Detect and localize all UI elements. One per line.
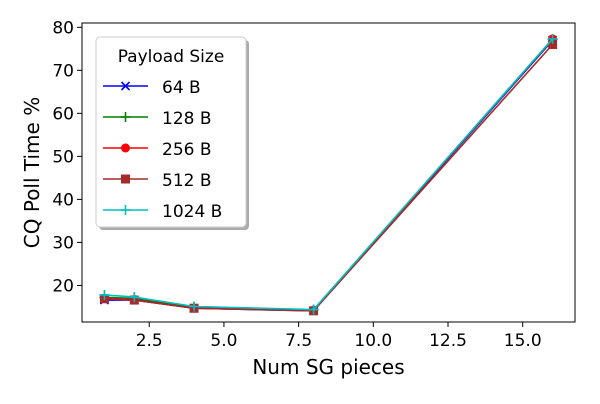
legend-entry-label: 256 B <box>162 140 212 160</box>
legend-marker <box>120 205 131 215</box>
data-point <box>308 304 319 315</box>
legend-marker <box>121 174 130 184</box>
x-tick-label: 2.5 <box>136 331 163 351</box>
data-point <box>547 33 558 44</box>
legend-entry-label: 64 B <box>162 78 201 98</box>
legend: Payload Size 64 B 128 B 256 B 512 B 1024 B <box>95 36 249 230</box>
y-tick-label: 30 <box>52 233 74 253</box>
x-tick-label: 15.0 <box>504 331 542 351</box>
y-axis: 20 30 40 50 60 70 80 <box>52 18 82 296</box>
data-point <box>189 301 200 312</box>
x-tick-label: 10.0 <box>354 331 392 351</box>
x-tick-label: 12.5 <box>429 331 467 351</box>
legend-entry-label: 128 B <box>162 109 212 129</box>
plot-frame <box>81 22 576 323</box>
legend-entry-label: 1024 B <box>162 202 222 222</box>
legend-marker <box>120 112 131 122</box>
legend-entry-label: 512 B <box>162 171 212 191</box>
y-tick-label: 80 <box>52 18 74 38</box>
plot-marks <box>99 33 558 316</box>
data-point <box>99 289 110 300</box>
y-tick-label: 40 <box>52 190 74 210</box>
x-axis: 2.5 5.0 7.5 10.0 12.5 15.0 <box>136 322 542 351</box>
y-tick-label: 20 <box>52 276 74 296</box>
y-tick-label: 60 <box>52 104 74 124</box>
legend-marker <box>121 143 130 153</box>
y-axis-label: CQ Poll Time % <box>20 97 44 248</box>
x-tick-label: 7.5 <box>285 331 312 351</box>
data-point <box>548 40 558 50</box>
legend-marker <box>120 81 131 91</box>
y-tick-label: 70 <box>52 61 74 81</box>
legend-title: Payload Size <box>118 47 225 67</box>
data-point <box>129 292 140 303</box>
y-tick-label: 50 <box>52 147 74 167</box>
x-tick-label: 5.0 <box>210 331 237 351</box>
x-axis-label: Num SG pieces <box>252 355 404 379</box>
